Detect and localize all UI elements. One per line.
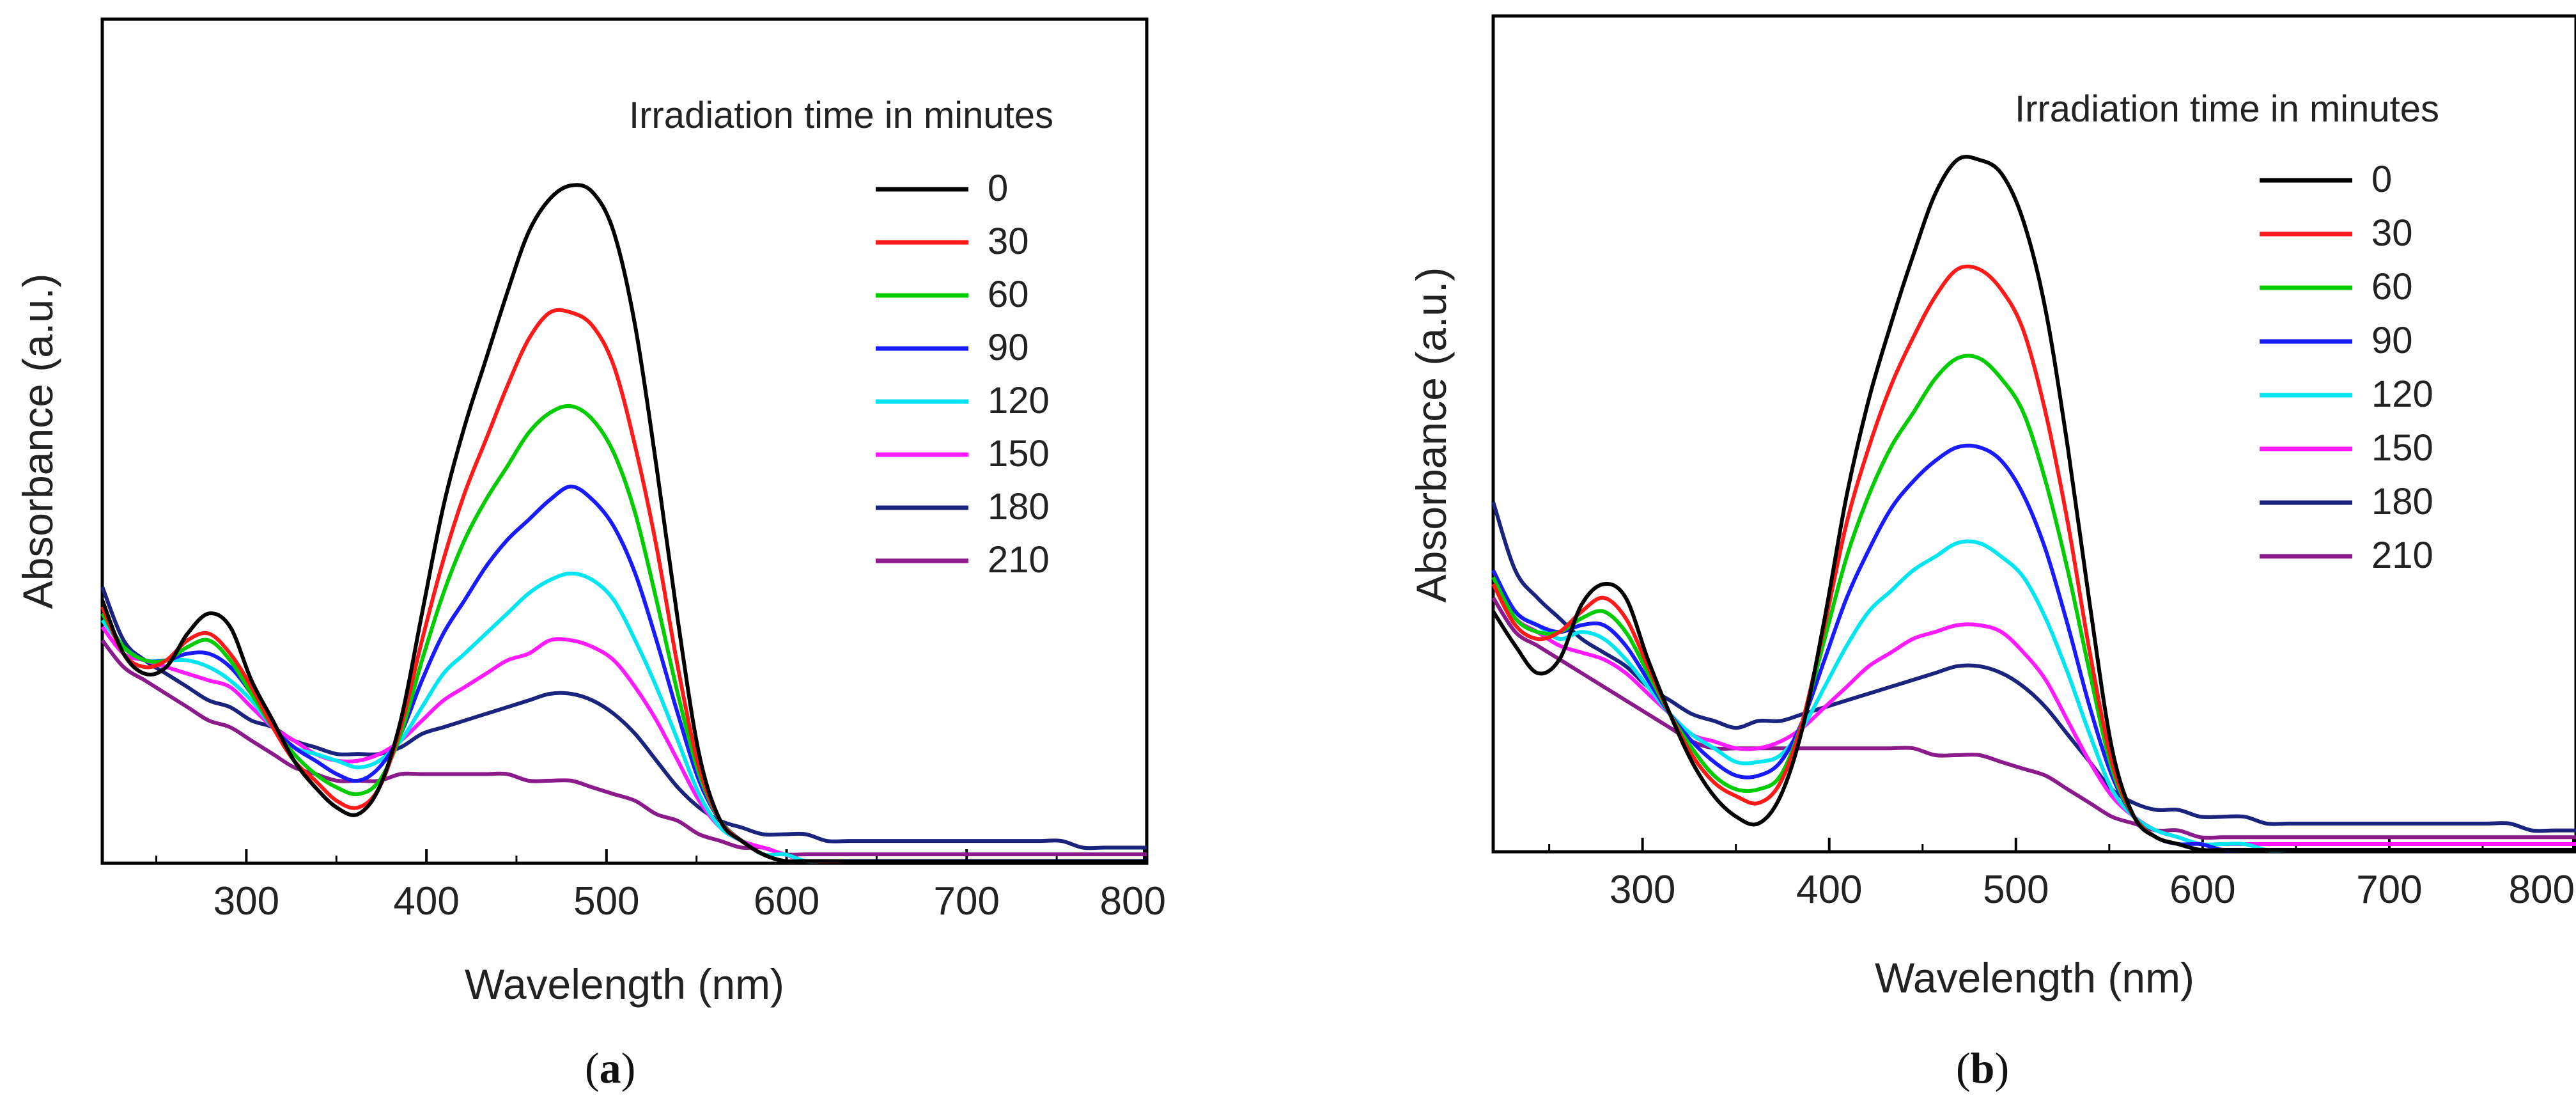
x-tick-label: 300 <box>213 879 279 923</box>
panel-letter: b <box>1971 1044 1995 1092</box>
legend-label-60: 60 <box>988 274 1029 315</box>
legend-label-90: 90 <box>2371 320 2413 361</box>
legend-label-150: 150 <box>988 433 1050 474</box>
x-tick-label: 700 <box>934 879 1000 923</box>
series-line-180 <box>1491 501 2576 833</box>
x-axis-label: Wavelength (nm) <box>465 960 784 1008</box>
legend: Irradiation time in minutes 0 30 60 90 120 15… <box>2015 88 2439 576</box>
x-tick-label: 500 <box>1983 868 2049 912</box>
x-tick-label: 400 <box>393 879 459 923</box>
legend-label-30: 30 <box>2371 212 2413 254</box>
plot-frame <box>1491 14 2576 854</box>
series-lines <box>1491 155 2576 852</box>
legend-label-180: 180 <box>2371 481 2433 522</box>
series-line-0 <box>1491 155 2576 852</box>
series-line-210 <box>1491 597 2576 840</box>
x-tick-label: 500 <box>573 879 639 923</box>
legend-label-120: 120 <box>2371 373 2433 415</box>
x-ticks: 300 400 500 600 700 800 <box>155 849 1166 923</box>
x-tick-label: 800 <box>2509 868 2575 912</box>
legend-label-0: 0 <box>2371 159 2392 200</box>
series-lines <box>100 183 1147 864</box>
x-axis-label: Wavelength (nm) <box>1875 954 2194 1001</box>
legend-label-210: 210 <box>2371 535 2433 576</box>
legend-label-0: 0 <box>988 168 1008 209</box>
legend-title: Irradiation time in minutes <box>629 95 1053 136</box>
panel-b: 300 400 500 600 700 800 Irradiation time in m… <box>1408 14 2576 1092</box>
x-tick-label: 400 <box>1796 868 1862 912</box>
panel-a: 300 400 500 600 700 800 Irradiation time in m… <box>14 17 1166 1092</box>
x-tick-label: 600 <box>754 879 819 923</box>
legend-label-30: 30 <box>988 221 1029 262</box>
y-axis-label: Absorbance (a.u.) <box>14 274 61 609</box>
panel-caption: (a) <box>585 1044 635 1092</box>
series-line-0 <box>100 183 1147 864</box>
x-tick-label: 700 <box>2356 868 2422 912</box>
panel-letter: a <box>600 1044 621 1092</box>
y-axis-label: Absorbance (a.u.) <box>1408 267 1455 603</box>
legend-label-90: 90 <box>988 327 1029 368</box>
legend-label-180: 180 <box>988 486 1050 528</box>
legend-label-120: 120 <box>988 380 1050 421</box>
legend: Irradiation time in minutes 0 30 60 90 120 15… <box>629 95 1053 581</box>
legend-label-150: 150 <box>2371 427 2433 469</box>
series-line-210 <box>100 639 1147 857</box>
legend-label-60: 60 <box>2371 266 2413 308</box>
legend-label-210: 210 <box>988 539 1050 581</box>
x-tick-label: 600 <box>2169 868 2235 912</box>
panel-caption: (b) <box>1956 1044 2009 1092</box>
x-tick-label: 300 <box>1610 868 1675 912</box>
x-ticks: 300 400 500 600 700 800 <box>1548 838 2575 912</box>
legend-title: Irradiation time in minutes <box>2015 88 2439 130</box>
x-tick-label: 800 <box>1100 879 1166 923</box>
